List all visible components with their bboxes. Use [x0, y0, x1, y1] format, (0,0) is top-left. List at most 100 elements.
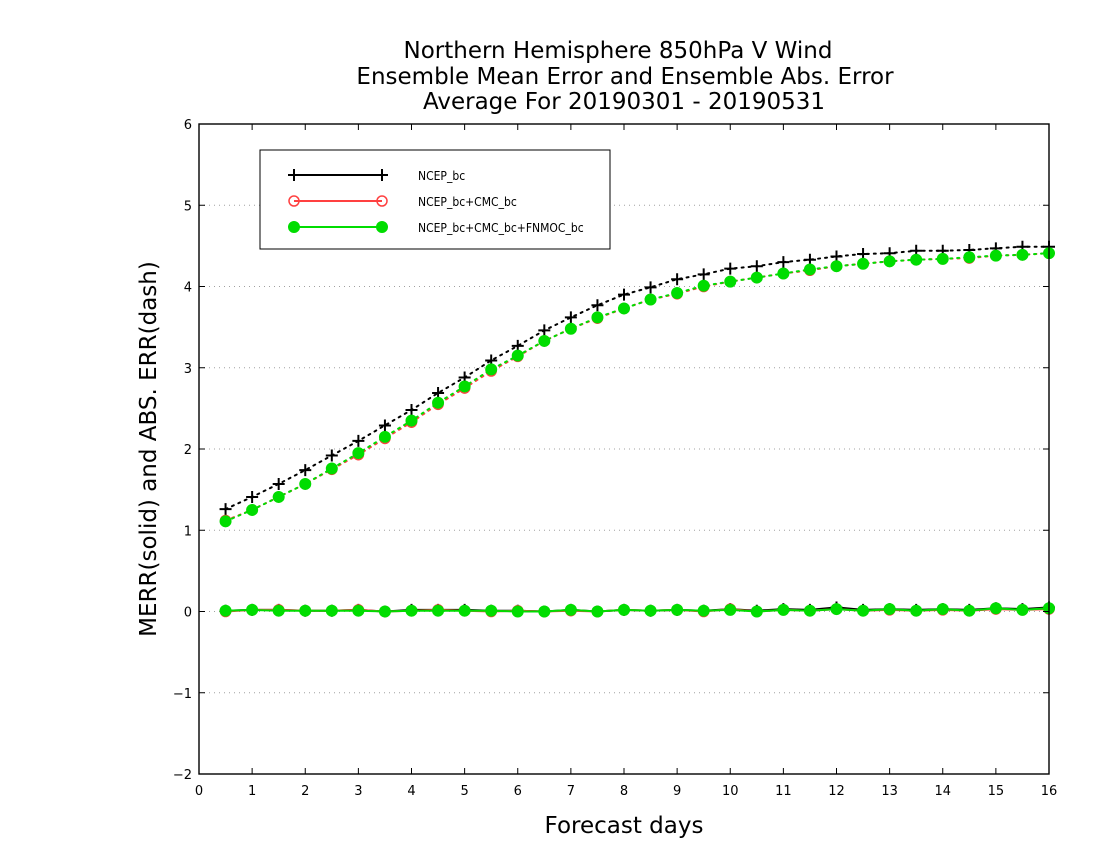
x-tick-label: 15 [988, 784, 1005, 799]
abs-error-point [618, 288, 630, 301]
abs-error-point [458, 380, 471, 393]
mean-error-point [671, 603, 684, 616]
abs-error-point [989, 249, 1002, 262]
title-line-3: Average For 20190301 - 20190531 [423, 89, 825, 115]
gridlines [199, 204, 1049, 694]
abs-error-point [272, 490, 285, 503]
x-tick-label: 9 [673, 784, 681, 799]
series-NCEP_bc+CMC_bc [219, 247, 1055, 618]
abs-error-point [750, 260, 763, 273]
abs-error-point [724, 275, 737, 288]
abs-error-point [432, 396, 445, 409]
y-tick-label: 0 [184, 606, 192, 621]
mean-error-point [352, 604, 365, 617]
legend-entry: NCEP_bc [288, 169, 465, 183]
mean-error-point [618, 603, 630, 616]
abs-error-point [299, 464, 312, 477]
mean-error-point [219, 604, 232, 617]
abs-error-point [910, 253, 923, 266]
mean-error-point [1016, 603, 1029, 616]
mean-error-point [724, 603, 737, 616]
series-layer [219, 240, 1055, 618]
abs-error-point [538, 334, 551, 347]
x-tick-label: 5 [460, 784, 468, 799]
x-tick-label: 2 [301, 784, 309, 799]
x-tick-label: 4 [407, 784, 415, 799]
legend-marker-right [376, 221, 388, 233]
abs-error-point [1016, 248, 1029, 261]
x-tick-label: 13 [881, 784, 898, 799]
legend-label: NCEP_bc+CMC_bc [418, 195, 517, 209]
abs-error-point [299, 477, 312, 490]
mean-error-point [883, 603, 896, 616]
abs-error-point [803, 263, 816, 276]
x-tick-label: 10 [722, 784, 739, 799]
abs-error-point [219, 503, 232, 516]
mean-error-point [458, 604, 471, 617]
mean-error-point [485, 604, 498, 617]
abs-error-point [511, 349, 524, 362]
abs-error-point [644, 281, 657, 294]
mean-error-point [644, 604, 657, 617]
abs-error-point [378, 419, 391, 432]
legend-marker-left [288, 169, 300, 181]
x-tick-label: 14 [934, 784, 951, 799]
legend-label: NCEP_bc+CMC_bc+FNMOC_bc [418, 221, 584, 235]
mean-error-point [538, 605, 551, 618]
mean-error-point [272, 604, 285, 617]
abs-error-point [724, 262, 737, 275]
abs-error-line [224, 252, 1050, 523]
abs-error-point [697, 268, 710, 281]
mean-error-point [830, 603, 843, 616]
mean-error-point [936, 603, 949, 616]
abs-error-point [883, 255, 896, 268]
mean-error-point [299, 604, 312, 617]
abs-error-point [246, 503, 259, 516]
legend-entry: NCEP_bc+CMC_bc [288, 195, 517, 209]
legend-entry: NCEP_bc+CMC_bc+FNMOC_bc [288, 221, 584, 235]
x-tick-label: 11 [775, 784, 792, 799]
y-tick-label: 2 [184, 443, 192, 458]
title-line-2: Ensemble Mean Error and Ensemble Abs. Er… [356, 64, 894, 90]
abs-error-line [224, 252, 1050, 522]
abs-error-point [777, 256, 790, 269]
y-axis-label: MERR(solid) and ABS. ERR(dash) [136, 261, 162, 637]
abs-error-point [564, 322, 577, 335]
x-tick-label: 8 [620, 784, 628, 799]
x-tick-label: 0 [195, 784, 203, 799]
y-tick-label: −2 [173, 768, 192, 783]
y-tick-label: 6 [184, 118, 192, 133]
abs-error-point [671, 287, 684, 299]
x-axis-label: Forecast days [545, 813, 704, 839]
abs-error-point [644, 293, 657, 306]
mean-error-point [963, 604, 976, 617]
mean-error-point [246, 603, 259, 616]
x-tick-label: 16 [1041, 784, 1058, 799]
abs-error-point [352, 447, 365, 460]
series-NCEP_bc [219, 240, 1055, 618]
mean-error-point [803, 604, 816, 617]
title-line-1: Northern Hemisphere 850hPa V Wind [404, 38, 833, 64]
legend: NCEP_bc NCEP_bc+CMC_bc NCEP_bc+CMC_bc+FNMO… [259, 149, 611, 250]
mean-error-point [697, 604, 710, 617]
abs-error-point [246, 490, 259, 503]
chart-title: Northern Hemisphere 850hPa V Wind Ensemb… [356, 38, 894, 115]
mean-error-point [989, 602, 1002, 615]
mean-error-point [432, 604, 445, 617]
abs-error-point [378, 430, 391, 443]
abs-error-point [219, 515, 232, 528]
y-tick-label: 5 [184, 199, 192, 214]
abs-error-point [564, 311, 577, 324]
mean-error-point [511, 605, 524, 618]
mean-error-point [777, 603, 790, 616]
mean-error-point [405, 604, 418, 617]
x-tick-label: 1 [248, 784, 256, 799]
abs-error-point [830, 260, 843, 273]
legend-box [259, 149, 611, 250]
abs-error-point [405, 404, 418, 416]
abs-error-point [936, 252, 949, 265]
y-tick-label: −1 [173, 687, 192, 702]
abs-error-point [777, 267, 790, 280]
